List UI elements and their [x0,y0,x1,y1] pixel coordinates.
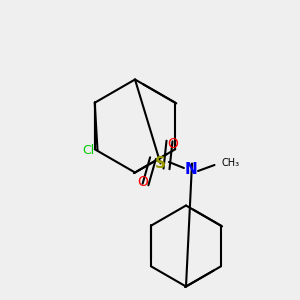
Text: Cl: Cl [82,143,94,157]
Text: CH₃: CH₃ [222,158,240,169]
Text: N: N [184,162,197,177]
Text: S: S [155,156,166,171]
Text: O: O [167,137,178,151]
Text: O: O [137,175,148,188]
